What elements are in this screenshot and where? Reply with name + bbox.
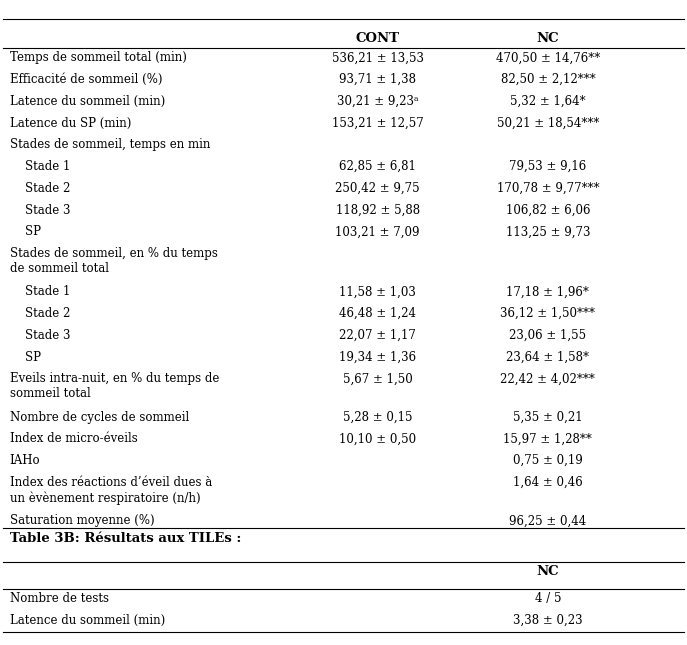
Text: SP: SP: [10, 225, 41, 238]
Text: 50,21 ± 18,54***: 50,21 ± 18,54***: [497, 117, 599, 130]
Text: 470,50 ± 14,76**: 470,50 ± 14,76**: [496, 52, 600, 64]
Text: 22,42 ± 4,02***: 22,42 ± 4,02***: [501, 372, 596, 385]
Text: 103,21 ± 7,09: 103,21 ± 7,09: [335, 225, 420, 238]
Text: Latence du sommeil (min): Latence du sommeil (min): [10, 95, 165, 108]
Text: 93,71 ± 1,38: 93,71 ± 1,38: [339, 73, 416, 86]
Text: IAHo: IAHo: [10, 454, 41, 467]
Text: Latence du sommeil (min): Latence du sommeil (min): [10, 614, 165, 627]
Text: 5,32 ± 1,64*: 5,32 ± 1,64*: [510, 95, 586, 108]
Text: 11,58 ± 1,03: 11,58 ± 1,03: [339, 285, 416, 299]
Text: 15,97 ± 1,28**: 15,97 ± 1,28**: [504, 433, 592, 446]
Text: 1,64 ± 0,46: 1,64 ± 0,46: [513, 476, 583, 489]
Text: 17,18 ± 1,96*: 17,18 ± 1,96*: [506, 285, 589, 299]
Text: Stades de sommeil, en % du temps
de sommeil total: Stades de sommeil, en % du temps de somm…: [10, 247, 218, 275]
Text: 23,06 ± 1,55: 23,06 ± 1,55: [509, 329, 587, 342]
Text: 5,35 ± 0,21: 5,35 ± 0,21: [513, 411, 583, 424]
Text: 96,25 ± 0,44: 96,25 ± 0,44: [509, 514, 587, 528]
Text: Nombre de tests: Nombre de tests: [10, 592, 109, 606]
Text: Stade 3: Stade 3: [10, 329, 70, 342]
Text: Index de micro-éveils: Index de micro-éveils: [10, 433, 137, 446]
Text: Stade 1: Stade 1: [10, 160, 70, 173]
Text: 153,21 ± 12,57: 153,21 ± 12,57: [332, 117, 423, 130]
Text: 10,10 ± 0,50: 10,10 ± 0,50: [339, 433, 416, 446]
Text: 22,07 ± 1,17: 22,07 ± 1,17: [339, 329, 416, 342]
Text: Stade 2: Stade 2: [10, 182, 70, 195]
Text: Stades de sommeil, temps en min: Stades de sommeil, temps en min: [10, 138, 210, 152]
Text: 250,42 ± 9,75: 250,42 ± 9,75: [335, 182, 420, 195]
Text: Temps de sommeil total (min): Temps de sommeil total (min): [10, 52, 186, 64]
Text: SP: SP: [10, 351, 41, 364]
Text: 5,67 ± 1,50: 5,67 ± 1,50: [343, 372, 412, 385]
Text: 23,64 ± 1,58*: 23,64 ± 1,58*: [506, 351, 589, 364]
Text: 46,48 ± 1,24: 46,48 ± 1,24: [339, 307, 416, 320]
Text: Index des réactions d’éveil dues à
un èvènement respiratoire (n/h): Index des réactions d’éveil dues à un èv…: [10, 476, 212, 504]
Text: CONT: CONT: [356, 32, 400, 45]
Text: 82,50 ± 2,12***: 82,50 ± 2,12***: [501, 73, 596, 86]
Text: NC: NC: [537, 565, 559, 578]
Text: NC: NC: [537, 32, 559, 45]
Text: Saturation moyenne (%): Saturation moyenne (%): [10, 514, 154, 528]
Text: 170,78 ± 9,77***: 170,78 ± 9,77***: [497, 182, 599, 195]
Text: 3,38 ± 0,23: 3,38 ± 0,23: [513, 614, 583, 627]
Text: Latence du SP (min): Latence du SP (min): [10, 117, 131, 130]
Text: 4 / 5: 4 / 5: [534, 592, 561, 606]
Text: 30,21 ± 9,23ᵃ: 30,21 ± 9,23ᵃ: [337, 95, 418, 108]
Text: 36,12 ± 1,50***: 36,12 ± 1,50***: [500, 307, 596, 320]
Text: 62,85 ± 6,81: 62,85 ± 6,81: [339, 160, 416, 173]
Text: 118,92 ± 5,88: 118,92 ± 5,88: [335, 204, 420, 217]
Text: 19,34 ± 1,36: 19,34 ± 1,36: [339, 351, 416, 364]
Text: 113,25 ± 9,73: 113,25 ± 9,73: [506, 225, 590, 238]
Text: Stade 1: Stade 1: [10, 285, 70, 299]
Text: Stade 3: Stade 3: [10, 204, 70, 217]
Text: 106,82 ± 6,06: 106,82 ± 6,06: [506, 204, 590, 217]
Text: Stade 2: Stade 2: [10, 307, 70, 320]
Text: 536,21 ± 13,53: 536,21 ± 13,53: [332, 52, 424, 64]
Text: Efficacité de sommeil (%): Efficacité de sommeil (%): [10, 73, 162, 86]
Text: Nombre de cycles de sommeil: Nombre de cycles de sommeil: [10, 411, 189, 424]
Text: Table 3B: Résultats aux TILEs :: Table 3B: Résultats aux TILEs :: [10, 532, 241, 545]
Text: 5,28 ± 0,15: 5,28 ± 0,15: [343, 411, 412, 424]
Text: 79,53 ± 9,16: 79,53 ± 9,16: [509, 160, 587, 173]
Text: Eveils intra-nuit, en % du temps de
sommeil total: Eveils intra-nuit, en % du temps de somm…: [10, 372, 219, 401]
Text: 0,75 ± 0,19: 0,75 ± 0,19: [513, 454, 583, 467]
